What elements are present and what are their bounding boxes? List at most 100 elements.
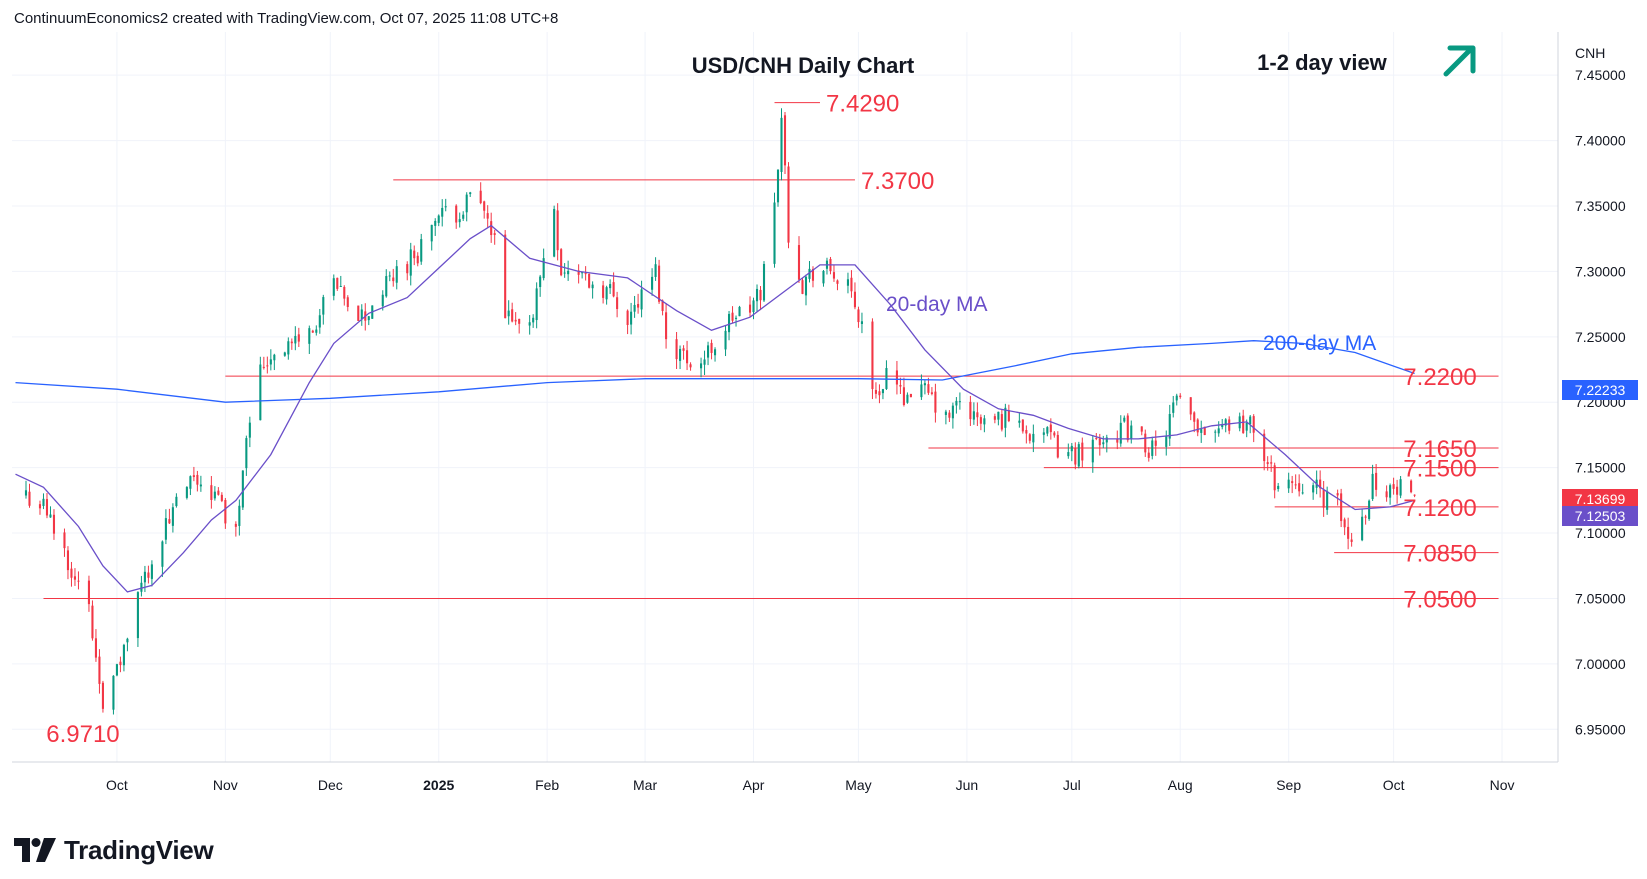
candle-body xyxy=(290,341,293,344)
candle-body xyxy=(1273,465,1276,491)
candle-body xyxy=(119,661,122,666)
candle-body xyxy=(853,291,857,308)
candle-body xyxy=(385,276,388,297)
candle-body xyxy=(528,322,531,326)
candle-body xyxy=(465,194,468,213)
axes: 7.450007.400007.350007.300007.250007.200… xyxy=(12,32,1626,793)
candle-body xyxy=(703,359,706,365)
candle-body xyxy=(1074,448,1077,465)
candle-body xyxy=(605,287,608,300)
candle-body xyxy=(210,485,213,500)
candle-body xyxy=(1242,415,1245,434)
low-label: 6.9710 xyxy=(46,721,119,748)
candle-body xyxy=(850,277,853,292)
candle-body xyxy=(507,310,510,317)
candle-body xyxy=(1116,438,1119,443)
candle-body xyxy=(486,213,489,219)
candle-body xyxy=(1126,415,1129,441)
candle-body xyxy=(1102,442,1105,445)
x-tick-label: Apr xyxy=(743,777,765,793)
candle-body xyxy=(1228,419,1231,431)
candle-body xyxy=(1294,484,1297,486)
candle-body xyxy=(860,321,863,324)
ma200-price-tag: 7.22233 xyxy=(1562,380,1638,400)
candle-body xyxy=(143,571,146,583)
candle-body xyxy=(171,507,174,526)
candle-body xyxy=(808,268,811,279)
y-tick-label: 7.05000 xyxy=(1575,590,1626,606)
candle-body xyxy=(1361,516,1364,541)
candle-body xyxy=(395,266,398,283)
candle-body xyxy=(762,263,766,301)
candle-body xyxy=(654,264,657,277)
candle-body xyxy=(1179,395,1182,398)
candle-body xyxy=(944,411,947,415)
candle-body xyxy=(846,279,850,286)
svg-text:7.12503: 7.12503 xyxy=(1575,508,1626,524)
candle-body xyxy=(633,304,636,312)
candle-body xyxy=(675,339,678,360)
candle-body xyxy=(192,475,195,478)
candle-body xyxy=(700,363,703,369)
candle-body xyxy=(444,206,447,208)
candle-body xyxy=(759,289,762,301)
candle-body xyxy=(416,255,419,264)
candle-body xyxy=(483,201,486,211)
candle-body xyxy=(420,239,423,262)
candlestick-series xyxy=(24,108,1416,715)
brand-name: TradingView xyxy=(64,834,214,865)
candle-body xyxy=(640,289,643,310)
candle-body xyxy=(189,476,192,489)
candle-body xyxy=(315,329,318,333)
candle-body xyxy=(713,349,717,356)
ma20-line xyxy=(15,224,1415,593)
candle-body xyxy=(1410,480,1413,493)
candle-body xyxy=(136,592,139,639)
candle-body xyxy=(1144,433,1147,453)
candle-body xyxy=(98,656,101,684)
candle-body xyxy=(308,328,311,344)
svg-text:7.22233: 7.22233 xyxy=(1575,382,1626,398)
candle-body xyxy=(1025,430,1028,434)
candle-body xyxy=(609,284,612,289)
y-tick-label: 7.00000 xyxy=(1575,656,1626,672)
candle-body xyxy=(1021,419,1024,432)
candle-body xyxy=(1375,472,1378,490)
candle-body xyxy=(70,568,73,578)
candle-body xyxy=(752,300,755,313)
candle-body xyxy=(245,438,248,469)
svg-text:7.13699: 7.13699 xyxy=(1575,491,1626,507)
candle-body xyxy=(24,490,28,496)
candle-body xyxy=(948,412,951,418)
level-label: 7.1500 xyxy=(1403,456,1476,483)
candle-body xyxy=(689,364,692,368)
y-tick-label: 7.35000 xyxy=(1575,198,1626,214)
tradingview-logo-icon xyxy=(14,838,56,862)
candle-body xyxy=(1350,539,1353,542)
x-tick-label: May xyxy=(845,777,871,793)
candle-body xyxy=(1053,432,1056,436)
candle-body xyxy=(773,202,776,264)
x-tick-label: Dec xyxy=(318,777,343,793)
candle-body xyxy=(1371,473,1374,500)
candle-body xyxy=(1263,433,1266,462)
candle-body xyxy=(28,491,31,506)
candle-body xyxy=(367,316,370,321)
tradingview-logo[interactable]: TradingView xyxy=(14,834,214,866)
candle-body xyxy=(1347,526,1350,539)
candle-body xyxy=(1046,427,1049,434)
x-tick-label: Mar xyxy=(633,777,657,793)
candle-body xyxy=(979,417,982,424)
candle-body xyxy=(878,391,881,396)
candle-body xyxy=(1123,417,1126,422)
candle-body xyxy=(958,401,961,403)
candle-body xyxy=(535,288,538,321)
candle-body xyxy=(283,352,286,356)
candle-body xyxy=(710,342,713,353)
candle-body xyxy=(612,282,615,297)
candle-body xyxy=(1070,445,1073,452)
candle-body xyxy=(724,330,727,350)
candle-body xyxy=(434,220,437,226)
candle-body xyxy=(553,208,556,257)
